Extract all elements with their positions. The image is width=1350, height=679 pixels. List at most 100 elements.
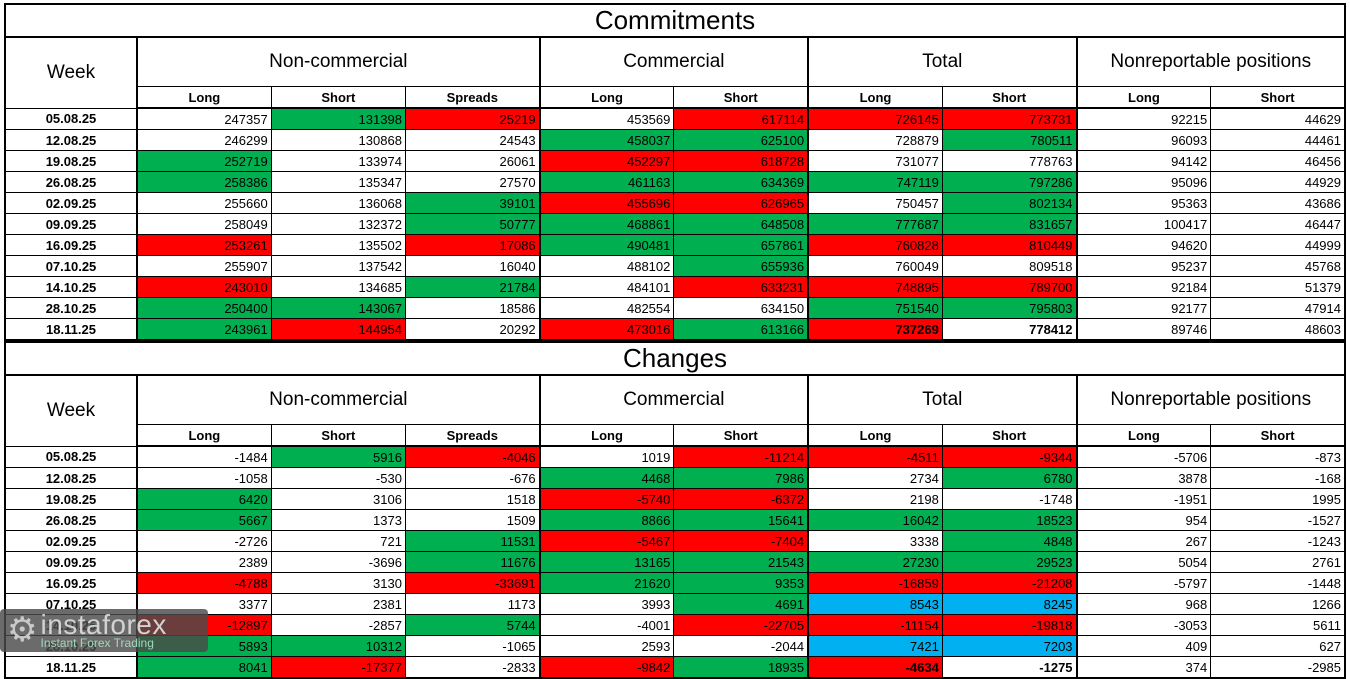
data-cell: 802134 [941,192,1078,214]
data-cell: 760049 [807,255,943,277]
commitments-body: 05.08.25 247357 131398 25219 453569 617114 726… [4,107,1346,341]
data-cell: -11214 [673,445,810,468]
data-cell: 21543 [673,551,810,573]
group-header: Commercial [539,374,810,425]
data-cell: 135502 [270,234,406,256]
week-cell: 28.10.25 [4,297,138,319]
data-cell: 5916 [270,445,406,468]
data-cell: 780511 [941,129,1078,151]
data-cell: 137542 [270,255,406,277]
data-cell: 4848 [941,530,1078,552]
week-cell: 14.10.25 [4,276,138,298]
table-row: 16.09.25 -4788 3130 -33691 21620 9353 -16859 -2… [4,572,1346,594]
data-cell: 5054 [1076,551,1212,573]
data-cell: 1266 [1210,593,1346,615]
data-cell: 13165 [539,551,675,573]
data-cell: 2734 [807,467,943,489]
data-cell: 1518 [404,488,541,510]
data-cell: 1019 [539,445,675,468]
data-cell: -2985 [1210,656,1346,679]
data-cell: 618728 [673,150,810,172]
data-cell: 728879 [807,129,943,151]
data-cell: 777687 [807,213,943,235]
data-cell: 94620 [1076,234,1212,256]
data-cell: -9842 [539,656,675,679]
data-cell: 1173 [404,593,541,615]
data-cell: 7203 [941,635,1078,657]
data-cell: 721 [270,530,406,552]
data-cell: 134685 [270,276,406,298]
data-cell: 21620 [539,572,675,594]
changes-group-header-row: Week Non-commercial Commercial Total Nonrepo… [4,374,1347,447]
data-cell: 633231 [673,276,810,298]
data-cell: 473016 [539,318,675,341]
data-cell: 3338 [807,530,943,552]
week-column-header: Week [4,36,138,109]
data-cell: -6372 [673,488,810,510]
data-cell: 458037 [539,129,675,151]
table-row: 12.08.25 246299 130868 24543 458037 625100 728… [4,129,1346,151]
data-cell: 252719 [136,150,272,172]
data-cell: -1448 [1210,572,1346,594]
data-cell: 18523 [941,509,1078,531]
data-cell: 10312 [270,635,406,657]
data-cell: 25219 [404,107,541,130]
data-cell: 954 [1076,509,1212,531]
group-header: Nonreportable positions [1076,36,1347,87]
data-cell: 21784 [404,276,541,298]
data-cell: -5740 [539,488,675,510]
data-cell: 634150 [673,297,810,319]
week-cell: 26.08.25 [4,509,138,531]
data-cell: 47914 [1210,297,1346,319]
data-cell: 6780 [941,467,1078,489]
column-header: Long [1076,424,1212,447]
data-cell: 482554 [539,297,675,319]
data-cell: 95237 [1076,255,1212,277]
data-cell: 488102 [539,255,675,277]
data-cell: 617114 [673,107,810,130]
week-cell: 16.09.25 [4,234,138,256]
data-cell: -1243 [1210,530,1346,552]
data-cell: 255660 [136,192,272,214]
data-cell: 131398 [270,107,406,130]
data-cell: 751540 [807,297,943,319]
table-row: 09.09.25 258049 132372 50777 468861 648508 777… [4,213,1346,235]
data-cell: 760828 [807,234,943,256]
data-cell: 484101 [539,276,675,298]
group-header: Total [807,36,1078,87]
data-cell: 135347 [270,171,406,193]
data-cell: 626965 [673,192,810,214]
data-cell: 2381 [270,593,406,615]
table-row: 02.09.25 -2726 721 11531 -5467 -7404 3338 4848 2… [4,530,1346,552]
changes-sub-header-row: Long Short Spreads Long Short Long Short Long Sh… [5,424,1346,447]
data-cell: 51379 [1210,276,1346,298]
data-cell: -2833 [404,656,541,679]
data-cell: 46447 [1210,213,1346,235]
data-cell: -4001 [539,614,675,636]
group-header: Nonreportable positions [1076,374,1347,425]
data-cell: 726145 [807,107,943,130]
data-cell: 48603 [1210,318,1346,341]
data-cell: 50777 [404,213,541,235]
data-cell: -1951 [1076,488,1212,510]
data-cell: 3130 [270,572,406,594]
data-cell: 27570 [404,171,541,193]
data-cell: 655936 [673,255,810,277]
column-header: Long [539,424,675,447]
week-cell: 07.10.25 [4,255,138,277]
commitments-table: Commitments Week Non-commercial Commercial… [4,3,1347,341]
data-cell: 737269 [807,318,943,341]
data-cell: -2857 [270,614,406,636]
data-cell: -873 [1210,445,1346,468]
changes-title-row: Changes [4,341,1346,376]
data-cell: 1995 [1210,488,1346,510]
data-cell: 130868 [270,129,406,151]
week-cell: 02.09.25 [4,530,138,552]
data-cell: 255907 [136,255,272,277]
column-header: Short [1210,86,1346,109]
data-cell: -11154 [807,614,943,636]
data-cell: 20292 [404,318,541,341]
week-cell: 18.11.25 [4,318,138,341]
group-header: Commercial [539,36,810,87]
group-header: Non-commercial [136,36,541,87]
